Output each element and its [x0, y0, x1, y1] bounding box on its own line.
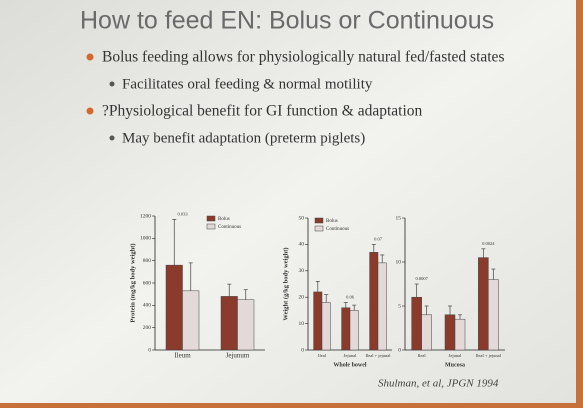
bullet-dot	[86, 53, 94, 61]
annotation: 0.07	[374, 236, 383, 241]
bullet: Bolus feeding allows for physiologically…	[102, 49, 504, 66]
x-axis-label: Mucosa	[445, 362, 465, 368]
bar	[313, 291, 323, 351]
y-axis-label: Weight (g/kg body weight)	[282, 247, 289, 320]
bar	[478, 257, 489, 351]
bullet-dot	[109, 81, 115, 87]
bullet-dot	[86, 107, 94, 115]
y-tick-label: 1200	[140, 213, 151, 219]
x-axis-label: Whole bowel	[333, 362, 367, 368]
slide-title: How to feed EN: Bolus or Continuous	[80, 7, 494, 35]
y-tick-label: 0	[301, 347, 304, 353]
x-tick-label: Ileal	[418, 353, 427, 358]
bar	[182, 290, 200, 351]
legend-label: Bolus	[326, 219, 338, 224]
y-tick-label: 10	[396, 259, 402, 265]
legend-label: Continuous	[326, 227, 349, 232]
bar	[454, 318, 466, 351]
legend-swatch	[314, 225, 324, 232]
y-tick-label: 50	[299, 215, 305, 221]
y-tick-label: 30	[299, 268, 305, 274]
bar	[377, 262, 387, 351]
x-tick-label: Jejunal	[344, 353, 357, 358]
annotation: 0.033	[177, 211, 188, 216]
bullet-dot	[109, 135, 115, 141]
x-tick-label: Ileum	[174, 352, 191, 360]
y-tick-label: 20	[299, 294, 305, 300]
y-tick-label: 600	[143, 280, 152, 286]
y-tick-label: 200	[143, 325, 152, 331]
x-tick-label: Ileal	[318, 353, 327, 358]
bar	[369, 252, 379, 351]
bar	[444, 314, 456, 351]
y-tick-label: 10	[299, 321, 305, 327]
y-tick-label: 1000	[140, 236, 151, 242]
bar	[341, 307, 351, 351]
y-axis-label: Protein (mg/kg body weight)	[129, 243, 136, 322]
bar	[220, 296, 238, 351]
y-tick-label: 400	[143, 303, 152, 309]
bar	[488, 279, 499, 351]
y-tick-label: 40	[299, 242, 305, 248]
bar	[349, 310, 359, 351]
legend-swatch	[206, 215, 216, 222]
y-tick-label: 0	[398, 347, 401, 353]
bullet: ?Physiological benefit for GI function &…	[102, 103, 422, 120]
x-tick-label: Ileal + jejunal	[365, 353, 391, 358]
annotation: 0.06	[346, 295, 355, 300]
y-tick-label: 15	[396, 215, 402, 221]
x-tick-label: Jejunum	[226, 352, 250, 360]
bar	[165, 264, 183, 351]
annotation: 0.0024	[482, 241, 495, 246]
y-tick-label: 5	[398, 303, 401, 309]
sub-bullet: May benefit adaptation (preterm piglets)	[122, 130, 365, 146]
legend-swatch	[314, 217, 324, 224]
bar	[321, 302, 331, 351]
annotation: 0.0007	[415, 276, 428, 281]
y-tick-label: 0	[148, 347, 151, 353]
bar	[237, 299, 255, 351]
citation: Shulman, et al, JPGN 1994	[378, 378, 499, 390]
legend-label: Bolus	[218, 217, 230, 222]
x-tick-label: Jejunal	[449, 353, 462, 358]
sub-bullet: Facilitates oral feeding & normal motili…	[122, 76, 373, 92]
bar	[421, 314, 432, 351]
legend-swatch	[206, 223, 216, 230]
legend-label: Continuous	[218, 225, 241, 230]
y-tick-label: 800	[143, 258, 152, 264]
bar	[411, 296, 422, 351]
x-tick-label: Ileal + jejunal	[476, 353, 502, 358]
